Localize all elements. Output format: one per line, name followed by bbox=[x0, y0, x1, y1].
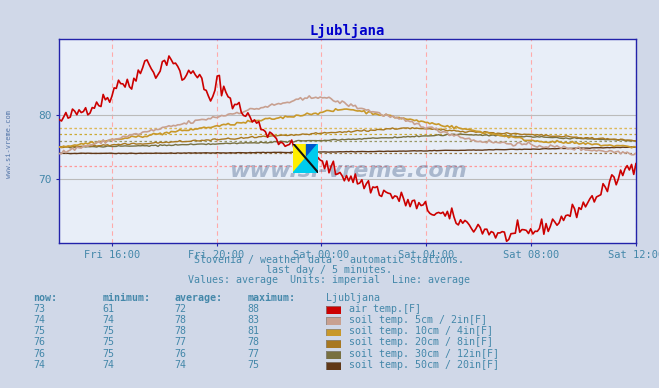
Text: 76: 76 bbox=[33, 337, 45, 347]
Text: Ljubljana: Ljubljana bbox=[326, 293, 380, 303]
Text: Values: average  Units: imperial  Line: average: Values: average Units: imperial Line: av… bbox=[188, 275, 471, 285]
Text: soil temp. 30cm / 12in[F]: soil temp. 30cm / 12in[F] bbox=[349, 348, 500, 359]
Text: 76: 76 bbox=[175, 348, 186, 359]
Text: 88: 88 bbox=[247, 303, 259, 314]
Text: 74: 74 bbox=[33, 315, 45, 325]
Text: 75: 75 bbox=[247, 360, 259, 370]
Text: 78: 78 bbox=[247, 337, 259, 347]
Text: soil temp. 20cm / 8in[F]: soil temp. 20cm / 8in[F] bbox=[349, 337, 494, 347]
Text: www.si-vreme.com: www.si-vreme.com bbox=[5, 109, 12, 178]
Text: 77: 77 bbox=[175, 337, 186, 347]
Text: 78: 78 bbox=[175, 315, 186, 325]
Text: 75: 75 bbox=[33, 326, 45, 336]
Text: 78: 78 bbox=[175, 326, 186, 336]
Text: 74: 74 bbox=[33, 360, 45, 370]
Polygon shape bbox=[293, 144, 318, 173]
Title: Ljubljana: Ljubljana bbox=[310, 24, 386, 38]
Text: 83: 83 bbox=[247, 315, 259, 325]
Text: soil temp. 10cm / 4in[F]: soil temp. 10cm / 4in[F] bbox=[349, 326, 494, 336]
Text: Slovenia / weather data - automatic stations.: Slovenia / weather data - automatic stat… bbox=[194, 255, 465, 265]
Text: 72: 72 bbox=[175, 303, 186, 314]
Text: 73: 73 bbox=[33, 303, 45, 314]
Text: average:: average: bbox=[175, 293, 223, 303]
Text: www.si-vreme.com: www.si-vreme.com bbox=[229, 161, 467, 181]
Text: 77: 77 bbox=[247, 348, 259, 359]
Text: 76: 76 bbox=[33, 348, 45, 359]
Text: maximum:: maximum: bbox=[247, 293, 295, 303]
Text: soil temp. 5cm / 2in[F]: soil temp. 5cm / 2in[F] bbox=[349, 315, 487, 325]
Text: last day / 5 minutes.: last day / 5 minutes. bbox=[266, 265, 393, 275]
Text: soil temp. 50cm / 20in[F]: soil temp. 50cm / 20in[F] bbox=[349, 360, 500, 370]
Text: air temp.[F]: air temp.[F] bbox=[349, 303, 421, 314]
Text: 75: 75 bbox=[102, 326, 114, 336]
Text: minimum:: minimum: bbox=[102, 293, 150, 303]
Text: 61: 61 bbox=[102, 303, 114, 314]
Text: 74: 74 bbox=[102, 315, 114, 325]
Text: 74: 74 bbox=[175, 360, 186, 370]
Text: now:: now: bbox=[33, 293, 57, 303]
Text: 81: 81 bbox=[247, 326, 259, 336]
Text: 74: 74 bbox=[102, 360, 114, 370]
Text: 75: 75 bbox=[102, 337, 114, 347]
Bar bbox=[293, 144, 306, 173]
Bar bbox=[306, 144, 318, 173]
Text: 75: 75 bbox=[102, 348, 114, 359]
